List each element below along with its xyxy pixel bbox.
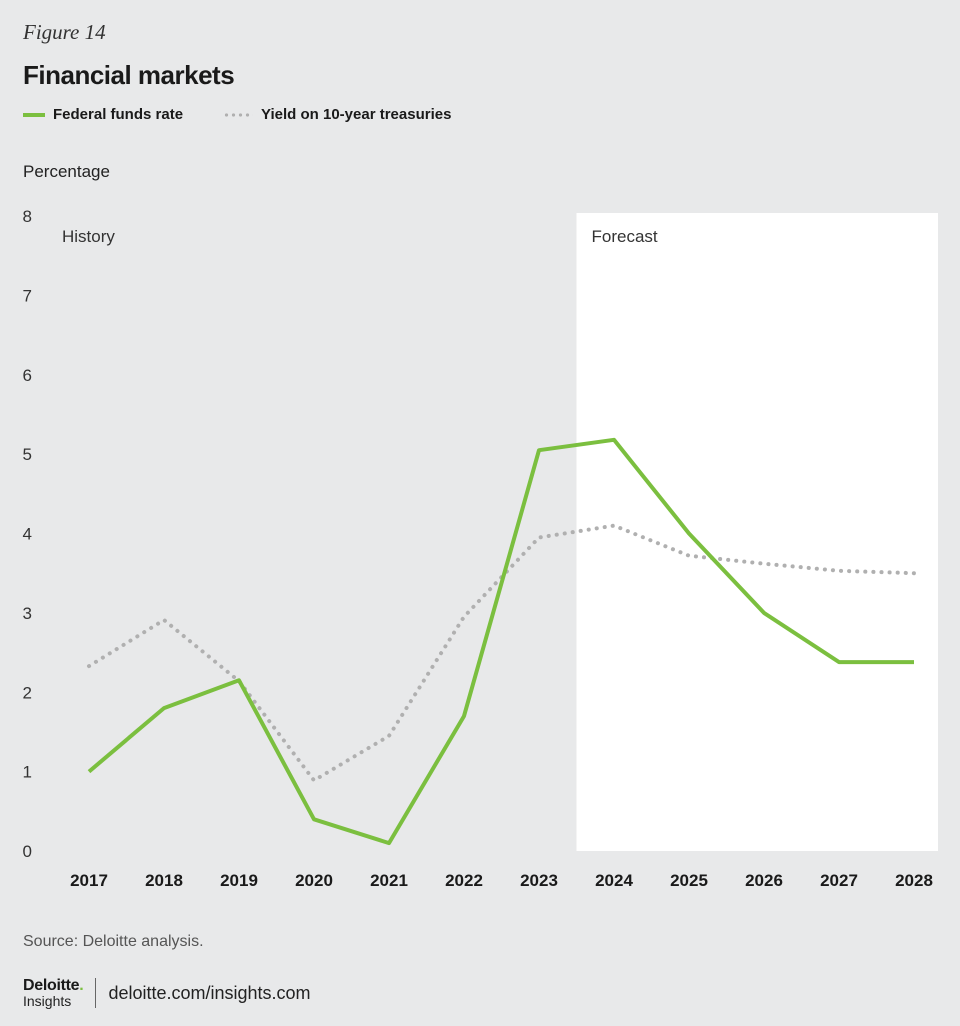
legend-item-treasury: Yield on 10-year treasuries	[223, 106, 451, 123]
y-tick-label: 4	[23, 525, 32, 544]
x-tick-label: 2017	[70, 871, 108, 890]
region-label-history: History	[62, 227, 115, 246]
figure-label: Figure 14	[23, 20, 106, 44]
legend-label-treasury: Yield on 10-year treasuries	[261, 106, 452, 123]
brand-name: Deloitte	[23, 977, 80, 994]
legend-swatch-solid	[23, 112, 45, 117]
y-tick-label: 1	[23, 763, 32, 782]
legend-item-federal: Federal funds rate	[23, 106, 183, 123]
legend-label-federal: Federal funds rate	[53, 106, 184, 123]
x-tick-label: 2025	[670, 871, 708, 890]
y-tick-label: 7	[23, 286, 32, 305]
y-tick-label: 6	[23, 366, 32, 385]
y-tick-label: 2	[23, 683, 32, 702]
forecast-region	[576, 213, 938, 851]
x-tick-label: 2022	[445, 871, 483, 890]
y-tick-label: 3	[23, 604, 32, 623]
x-tick-label: 2023	[520, 871, 558, 890]
brand-sub: Insights	[23, 993, 72, 1009]
x-tick-label: 2021	[370, 871, 408, 890]
brand-dot: .	[79, 977, 84, 994]
legend: Federal funds rate Yield on 10-year trea…	[23, 106, 491, 123]
x-tick-label: 2020	[295, 871, 333, 890]
x-tick-label: 2019	[220, 871, 258, 890]
x-tick-label: 2024	[595, 871, 633, 890]
y-axis-label: Percentage	[23, 162, 110, 181]
y-tick-label: 5	[23, 445, 32, 464]
chart-title: Financial markets	[23, 60, 235, 90]
chart-area: History Forecast 0 1 2 3 4 5 6 7 8 2017 2018 2019 2020…	[23, 207, 938, 890]
deloitte-logo: Deloitte. Insights	[23, 977, 84, 1009]
footer-url[interactable]: deloitte.com/insights.com	[108, 982, 311, 1003]
legend-swatch-dotted	[223, 112, 254, 117]
y-tick-label: 8	[23, 207, 32, 226]
footer: Deloitte. Insights deloitte.com/insights…	[23, 978, 311, 1008]
source-note: Source: Deloitte analysis.	[23, 933, 204, 950]
region-label-forecast: Forecast	[592, 227, 658, 246]
y-tick-label: 0	[23, 842, 32, 861]
x-tick-label: 2028	[895, 871, 933, 890]
x-tick-label: 2026	[745, 871, 783, 890]
footer-divider	[95, 978, 97, 1008]
x-tick-label: 2018	[145, 871, 183, 890]
x-tick-label: 2027	[820, 871, 858, 890]
series-line-federal-funds	[87, 437, 914, 846]
